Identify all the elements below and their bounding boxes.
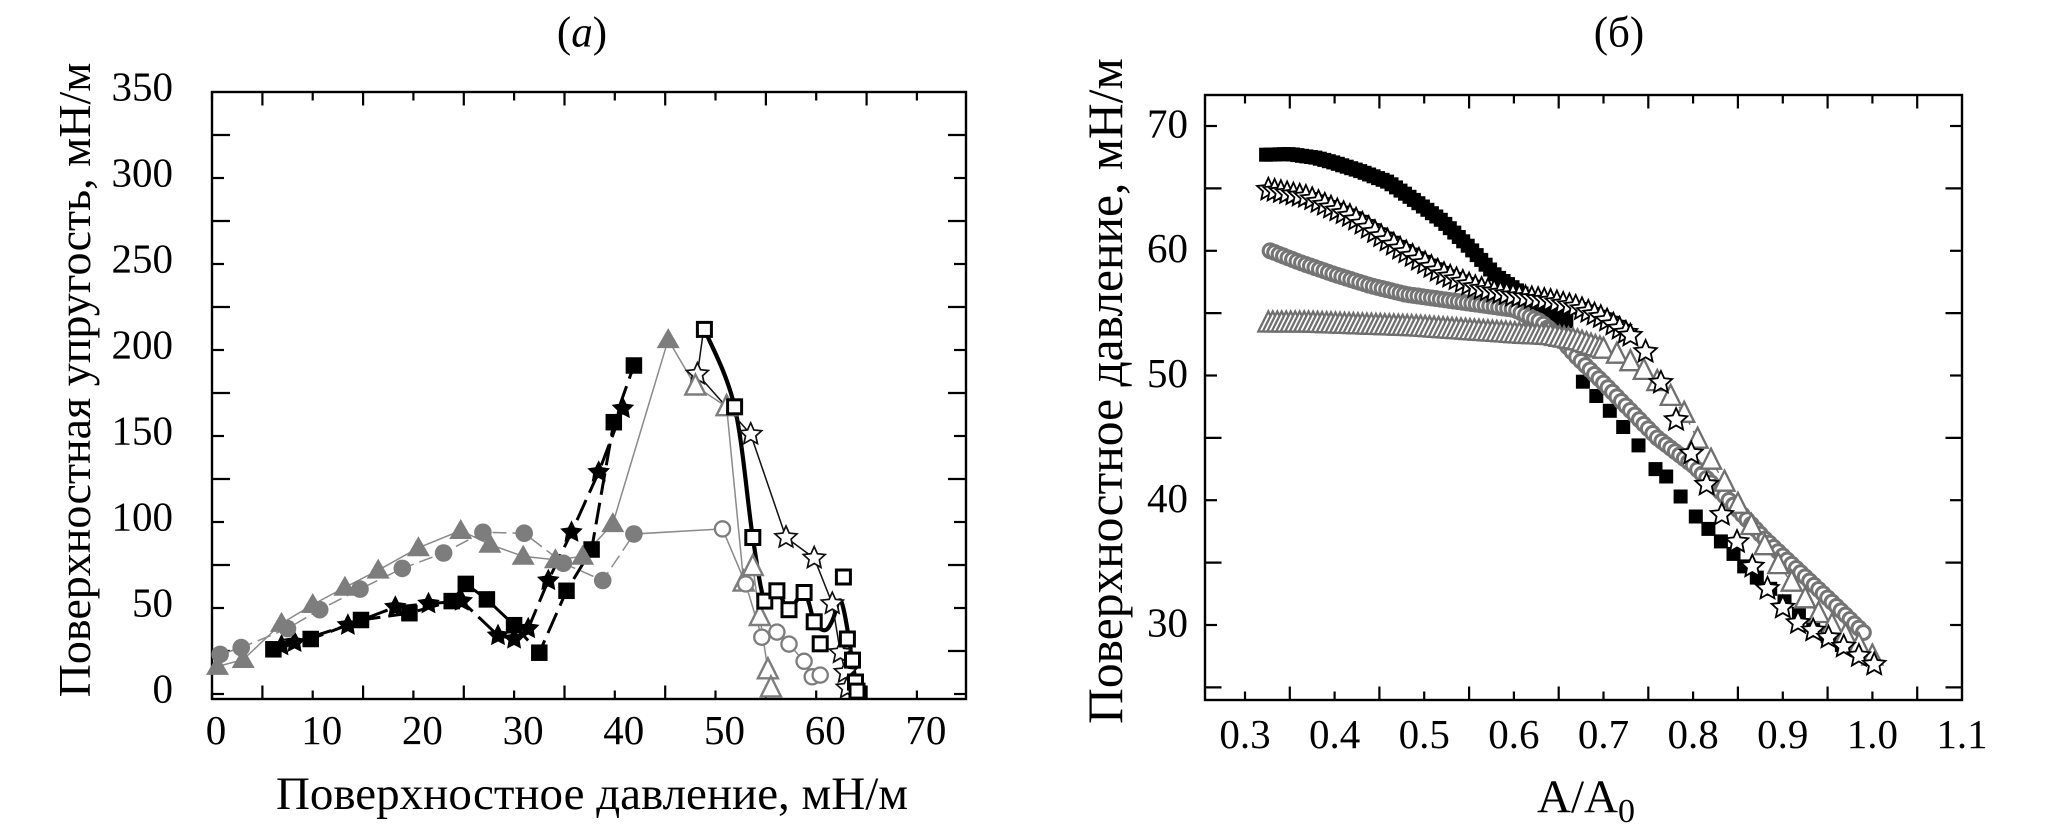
svg-text:30: 30 — [1147, 600, 1188, 646]
svg-text:Поверхностная упругость, мН/м: Поверхностная упругость, мН/м — [49, 63, 100, 698]
svg-text:Поверхностное давление, мН/м: Поверхностное давление, мН/м — [276, 768, 908, 820]
svg-text:30: 30 — [503, 707, 544, 753]
svg-text:0.6: 0.6 — [1488, 711, 1539, 757]
svg-text:200: 200 — [112, 322, 174, 368]
svg-text:70: 70 — [1147, 101, 1188, 147]
svg-text:60: 60 — [1147, 225, 1188, 271]
svg-text:0.5: 0.5 — [1399, 711, 1450, 757]
svg-text:10: 10 — [301, 707, 342, 753]
svg-text:40: 40 — [1147, 475, 1188, 521]
svg-text:300: 300 — [112, 150, 174, 196]
svg-text:0.8: 0.8 — [1667, 711, 1718, 757]
svg-text:0.7: 0.7 — [1578, 711, 1629, 757]
svg-text:70: 70 — [905, 707, 946, 753]
svg-text:1.1: 1.1 — [1936, 711, 1987, 757]
svg-text:(б): (б) — [1594, 10, 1645, 57]
svg-text:50: 50 — [132, 580, 173, 626]
svg-text:50: 50 — [704, 707, 745, 753]
svg-text:Поверхностное давление, мН/м: Поверхностное давление, мН/м — [1078, 58, 1133, 724]
svg-text:150: 150 — [112, 408, 174, 454]
svg-text:0.3: 0.3 — [1219, 711, 1270, 757]
svg-text:100: 100 — [112, 494, 174, 540]
svg-text:40: 40 — [603, 707, 644, 753]
svg-text:(a): (a) — [557, 10, 607, 57]
svg-text:350: 350 — [112, 64, 174, 110]
svg-text:50: 50 — [1147, 350, 1188, 396]
svg-text:1.0: 1.0 — [1847, 711, 1898, 757]
svg-text:0: 0 — [206, 707, 227, 753]
svg-text:0: 0 — [153, 666, 174, 712]
svg-text:60: 60 — [805, 707, 846, 753]
svg-text:250: 250 — [112, 236, 174, 282]
svg-text:0.4: 0.4 — [1309, 711, 1360, 757]
svg-text:0.9: 0.9 — [1757, 711, 1808, 757]
svg-text:20: 20 — [402, 707, 443, 753]
